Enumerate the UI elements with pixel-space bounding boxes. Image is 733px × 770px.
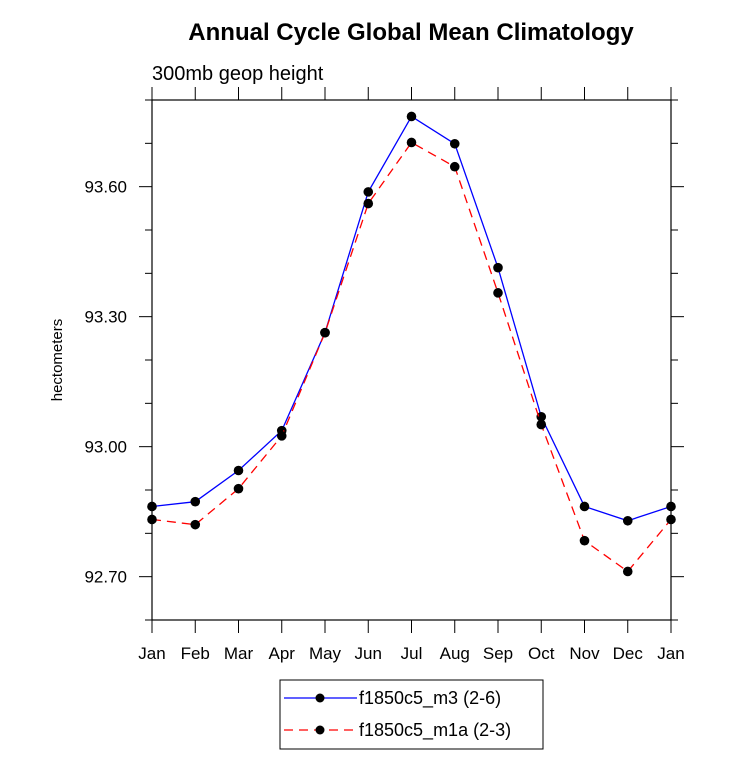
data-point — [320, 327, 330, 338]
x-tick-label: Apr — [269, 644, 296, 663]
axes — [139, 87, 684, 633]
data-point — [233, 483, 244, 494]
x-tick-label: May — [309, 644, 342, 663]
data-point — [622, 566, 633, 577]
data-point — [579, 501, 590, 512]
data-point — [406, 137, 417, 148]
legend-label-0: f1850c5_m3 (2-6) — [359, 688, 501, 709]
chart-title: Annual Cycle Global Mean Climatology — [188, 19, 634, 46]
series-layer — [147, 111, 676, 577]
data-point — [579, 535, 590, 546]
data-point — [363, 198, 374, 209]
data-point — [190, 496, 201, 507]
data-point — [449, 161, 460, 172]
x-tick-label: Jun — [355, 644, 382, 663]
legend-box — [279, 679, 544, 750]
x-tick-label: Sep — [483, 644, 513, 663]
data-point — [493, 262, 503, 273]
data-point — [449, 138, 460, 149]
data-point — [147, 501, 157, 512]
data-point — [233, 465, 244, 476]
legend-label-1: f1850c5_m1a (2-3) — [359, 720, 511, 741]
y-tick-label: 93.30 — [84, 308, 127, 327]
chart-subtitle: 300mb geop height — [152, 63, 324, 85]
x-tick-labels: Jan Feb Mar Apr May Jun Jul Aug Sep Oct Nov Dec Jan — [138, 644, 684, 663]
y-tick-labels: 92.70 93.00 93.30 93.60 — [84, 178, 127, 587]
y-axis-label: hectometers — [49, 319, 66, 402]
x-tick-label: Feb — [181, 644, 210, 663]
data-point — [147, 514, 157, 525]
series-line — [151, 115, 672, 522]
x-tick-label: Jul — [401, 644, 423, 663]
y-tick-label: 93.60 — [84, 178, 127, 197]
legend-marker-0 — [315, 693, 325, 703]
series-line — [151, 141, 672, 573]
x-tick-label: Nov — [569, 644, 600, 663]
x-tick-label: Jan — [138, 644, 165, 663]
legend: f1850c5_m3 (2-6) f1850c5_m1a (2-3) — [279, 679, 544, 750]
y-tick-label: 93.00 — [84, 438, 127, 457]
series-1 — [147, 137, 676, 577]
x-tick-label: Oct — [528, 644, 555, 663]
y-tick-label: 92.70 — [84, 568, 127, 587]
plot-frame — [151, 99, 672, 621]
data-point — [666, 514, 676, 525]
x-tick-label: Jan — [657, 644, 684, 663]
data-point — [622, 515, 633, 526]
data-point — [666, 501, 676, 512]
x-tick-label: Aug — [440, 644, 470, 663]
data-point — [363, 187, 374, 197]
x-tick-label: Mar — [224, 644, 254, 663]
series-0 — [147, 111, 676, 526]
data-point — [190, 519, 201, 530]
x-tick-label: Dec — [613, 644, 644, 663]
data-point — [536, 419, 547, 430]
legend-marker-1 — [315, 725, 325, 735]
data-point — [493, 288, 503, 298]
data-point — [406, 111, 417, 122]
data-point — [536, 411, 547, 422]
data-point — [276, 431, 287, 441]
